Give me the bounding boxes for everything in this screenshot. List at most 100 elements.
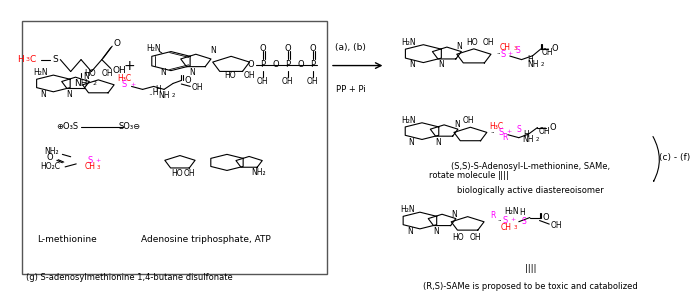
Text: C: C xyxy=(29,55,36,64)
Text: S: S xyxy=(52,55,58,64)
Text: OH: OH xyxy=(192,83,203,92)
Text: HO: HO xyxy=(84,69,96,78)
Text: OH: OH xyxy=(482,38,494,47)
Text: PP + Pi: PP + Pi xyxy=(336,85,365,94)
Text: ||||: |||| xyxy=(525,264,536,273)
Text: L-methionine: L-methionine xyxy=(37,235,97,244)
Text: N: N xyxy=(189,68,195,77)
Text: S: S xyxy=(522,217,526,226)
Text: OH: OH xyxy=(244,72,255,80)
Text: OH: OH xyxy=(538,127,550,136)
Text: +: + xyxy=(508,51,513,56)
Text: (a), (b): (a), (b) xyxy=(335,43,366,52)
Text: O: O xyxy=(113,39,120,48)
Text: S: S xyxy=(500,50,505,59)
Text: ..H: ..H xyxy=(148,88,159,97)
Text: H₃C: H₃C xyxy=(489,122,503,131)
Text: (R,S)-SAMe is proposed to be toxic and catabolized: (R,S)-SAMe is proposed to be toxic and c… xyxy=(424,282,638,291)
Text: S: S xyxy=(498,128,503,137)
Text: O: O xyxy=(542,213,549,222)
Text: OH: OH xyxy=(307,77,319,86)
Text: H: H xyxy=(527,55,533,64)
Text: O: O xyxy=(248,60,255,69)
FancyArrowPatch shape xyxy=(653,136,659,181)
Text: N: N xyxy=(435,138,442,147)
Text: OH: OH xyxy=(282,77,293,86)
Text: H: H xyxy=(523,130,528,139)
Text: +: + xyxy=(124,59,135,72)
Text: O: O xyxy=(284,44,291,53)
Text: S: S xyxy=(122,80,127,89)
Text: 3: 3 xyxy=(25,57,29,62)
Text: SO₃⊖: SO₃⊖ xyxy=(118,122,141,131)
Text: OH: OH xyxy=(463,116,474,125)
Text: H₂N: H₂N xyxy=(505,207,519,216)
Text: P: P xyxy=(286,60,290,69)
Text: NH: NH xyxy=(527,60,538,69)
Text: rotate molecule: rotate molecule xyxy=(430,171,496,180)
Text: N: N xyxy=(451,210,456,219)
Text: NH: NH xyxy=(523,135,534,144)
Text: +: + xyxy=(130,82,135,86)
Text: S: S xyxy=(517,125,522,134)
Text: ..: .. xyxy=(496,49,500,55)
Text: 3: 3 xyxy=(513,225,517,230)
Text: NH: NH xyxy=(158,91,170,100)
Text: H₂N: H₂N xyxy=(33,68,48,77)
Text: ..: .. xyxy=(497,216,502,222)
Text: N: N xyxy=(409,138,414,147)
Text: N: N xyxy=(454,120,460,129)
Text: H₂N: H₂N xyxy=(401,116,416,125)
Text: CH: CH xyxy=(500,43,510,52)
Text: N: N xyxy=(456,42,462,51)
Text: S: S xyxy=(503,216,507,225)
Text: Adenosine triphosphate, ATP: Adenosine triphosphate, ATP xyxy=(141,235,270,244)
Text: O: O xyxy=(550,123,556,132)
Text: S: S xyxy=(515,46,520,55)
Text: ..: .. xyxy=(490,128,495,134)
Text: (g) S-adenosylmethionine 1,4-butane disulfonate: (g) S-adenosylmethionine 1,4-butane disu… xyxy=(26,273,233,282)
Text: N: N xyxy=(66,90,72,99)
Text: O: O xyxy=(260,44,266,53)
Text: OH: OH xyxy=(102,69,113,78)
Text: NH₂: NH₂ xyxy=(251,168,266,177)
Text: biologically active diastereoisomer: biologically active diastereoisomer xyxy=(457,186,604,195)
Text: OH: OH xyxy=(542,48,553,57)
Text: R: R xyxy=(490,211,495,220)
Text: ⊕O₃S: ⊕O₃S xyxy=(56,122,78,131)
Text: R: R xyxy=(503,134,507,142)
Text: P: P xyxy=(310,60,315,69)
Text: H: H xyxy=(519,208,525,217)
Text: NH₂: NH₂ xyxy=(44,148,59,156)
Text: 2: 2 xyxy=(540,63,544,67)
Text: HO: HO xyxy=(172,169,183,178)
Text: OH: OH xyxy=(184,169,195,178)
Text: NH: NH xyxy=(74,79,88,88)
Text: H₂N: H₂N xyxy=(401,38,416,47)
Text: 3: 3 xyxy=(97,165,101,170)
Text: +: + xyxy=(510,217,516,222)
Text: N: N xyxy=(433,227,439,236)
Text: 2: 2 xyxy=(93,81,97,86)
Text: O: O xyxy=(309,44,316,53)
Text: N: N xyxy=(410,60,415,69)
Text: +: + xyxy=(506,129,512,134)
Text: N: N xyxy=(210,46,216,55)
Text: HO₂C: HO₂C xyxy=(40,162,60,171)
Text: +: + xyxy=(96,158,101,162)
Text: N: N xyxy=(84,72,90,81)
Text: OH: OH xyxy=(470,233,481,242)
Text: N: N xyxy=(407,227,413,236)
Text: O: O xyxy=(184,76,190,85)
Text: O: O xyxy=(298,60,304,69)
Text: S: S xyxy=(88,156,92,165)
Text: HO: HO xyxy=(224,72,235,80)
Text: CH: CH xyxy=(85,162,95,171)
Text: HO: HO xyxy=(466,38,477,47)
Text: 2: 2 xyxy=(536,137,540,142)
Text: (S,S)-S-Adenosyl-L-methionine, SAMe,: (S,S)-S-Adenosyl-L-methionine, SAMe, xyxy=(451,162,610,171)
Text: (c) - (f): (c) - (f) xyxy=(659,153,690,162)
Text: N: N xyxy=(160,68,165,77)
Text: CH: CH xyxy=(501,223,512,232)
Text: H₃C: H₃C xyxy=(118,74,132,83)
